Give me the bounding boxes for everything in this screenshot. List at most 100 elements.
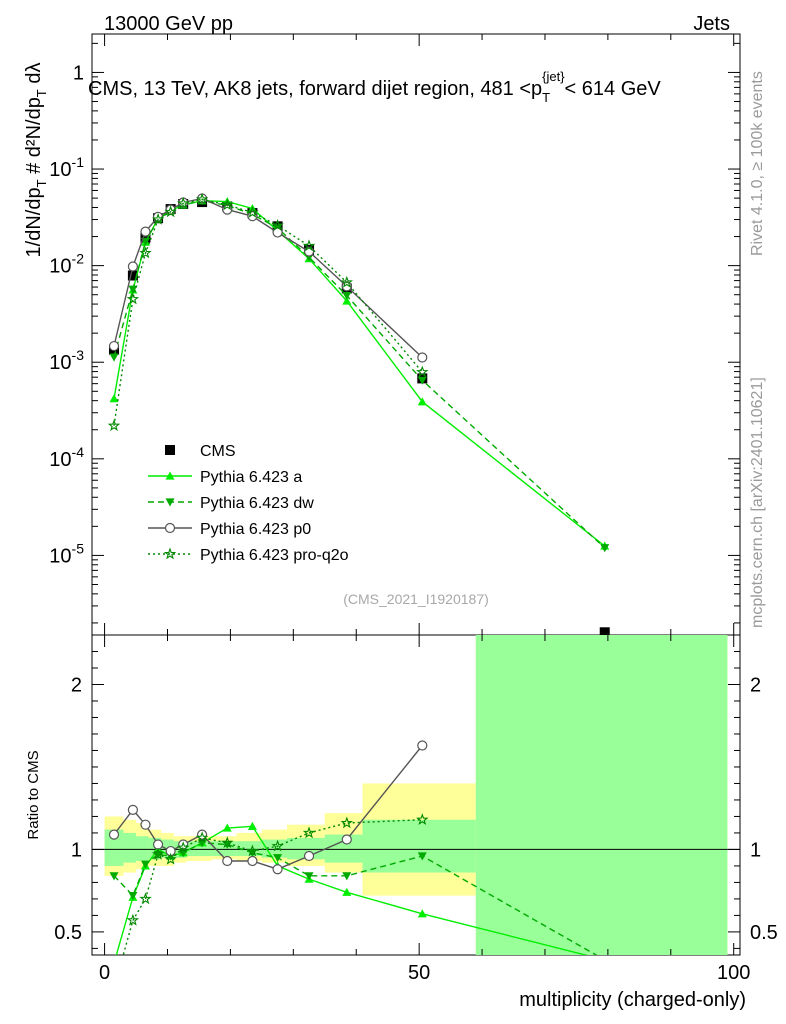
main-panel — [91, 33, 741, 636]
legend-entry: Pythia 6.423 a — [148, 469, 302, 486]
ratio-point — [247, 821, 257, 830]
mc-point — [140, 226, 151, 237]
ratio-band-inner-bin — [236, 841, 262, 857]
mc-point — [109, 394, 119, 403]
mc-point — [127, 261, 138, 272]
legend-label: Pythia 6.423 a — [200, 469, 302, 486]
ratio-point — [303, 850, 315, 862]
ratio-tick-label: 0.5 — [54, 922, 82, 944]
mc-point — [221, 198, 234, 211]
svg-text:1/dN/dpT # d²N/dpT dλ: 1/dN/dpT # d²N/dpT dλ — [23, 63, 49, 258]
ratio-point — [140, 860, 150, 869]
ratio-point — [126, 913, 140, 926]
ratio-point — [164, 852, 177, 865]
ratio-point — [127, 804, 138, 815]
series-pythia-6-423-dw — [109, 197, 610, 553]
x-tick-label: 50 — [408, 962, 430, 984]
ratio-point — [417, 740, 428, 751]
y-tick-label: 10-1 — [49, 154, 84, 181]
legend-label: Pythia 6.423 p0 — [200, 521, 311, 538]
mc-point — [107, 419, 121, 431]
mc-point — [302, 239, 316, 252]
ratio-tick-label-right: 1 — [750, 839, 761, 861]
ratio-point — [176, 841, 190, 854]
mc-point — [128, 285, 138, 294]
ratio-band-inner-bin — [136, 836, 149, 861]
mc-point — [342, 296, 352, 305]
legend-label: Pythia 6.423 dw — [200, 495, 314, 512]
ratio-line — [122, 819, 423, 955]
ratio-tick-label-right: 2 — [750, 674, 761, 696]
legend-marker — [163, 547, 177, 560]
ratio-point — [272, 864, 283, 875]
legend-entry: Pythia 6.423 pro-q2o — [148, 547, 349, 564]
ratio-point — [151, 847, 165, 860]
mc-point — [600, 544, 610, 553]
legend-entry: CMS — [165, 443, 236, 460]
ratio-point — [178, 839, 189, 850]
ratio-point — [273, 854, 283, 863]
ratio-series-pythia-6-423-pro-q2o — [109, 813, 429, 992]
ratio-uncertainty-bands — [104, 635, 728, 955]
mc-point — [164, 205, 177, 218]
ratio-point — [271, 839, 284, 852]
data-point — [127, 270, 138, 281]
ratio-point — [340, 816, 354, 829]
y-tick-label: 10-3 — [49, 347, 84, 374]
ratio-point — [304, 872, 314, 881]
legend-marker — [165, 471, 175, 480]
ratio-point — [222, 855, 233, 867]
legend-label: CMS — [200, 443, 236, 460]
ratio-point — [128, 892, 138, 901]
ratio-point — [417, 909, 427, 918]
ratio-tick-label: 1 — [71, 839, 82, 861]
legend-label: Pythia 6.423 pro-q2o — [200, 547, 349, 564]
ratio-point — [152, 839, 164, 850]
y-tick-label: 10-4 — [49, 444, 84, 471]
legend-entry: Pythia 6.423 p0 — [148, 521, 311, 538]
ratio-point — [342, 872, 352, 881]
mc-point — [109, 353, 119, 362]
ratio-point — [196, 829, 208, 840]
series-line — [113, 199, 606, 547]
ratio-point — [140, 819, 151, 830]
series-pythia-6-423-p0 — [108, 193, 428, 363]
mc-point — [417, 397, 427, 406]
chart-title: CMS, 13 TeV, AK8 jets, forward dijet reg… — [88, 69, 661, 105]
ratio-point — [247, 855, 258, 867]
ratio-band-inner-bin — [475, 635, 728, 955]
series-pythia-6-423-a — [109, 196, 610, 550]
ratio-band-inner-bin — [104, 829, 124, 866]
ratio-point — [246, 844, 259, 857]
mc-point — [126, 292, 140, 305]
ratio-point — [109, 872, 119, 881]
y-tick-label: 1 — [73, 62, 84, 84]
ratio-tick-label: 2 — [71, 674, 82, 696]
y-tick-label: 10-5 — [49, 540, 84, 567]
ratio-point — [110, 959, 119, 967]
ratio-point — [195, 831, 209, 844]
x-axis-label: multiplicity (charged-only) — [519, 989, 746, 1011]
y-axis-title: 1/dN/dpT # d²N/dpT dλ — [23, 63, 49, 258]
ratio-point — [600, 955, 609, 963]
ratio-point — [600, 956, 609, 964]
series-line — [113, 198, 423, 426]
legend-marker — [164, 522, 176, 534]
mc-point — [176, 196, 190, 209]
data-point — [599, 627, 610, 635]
mc-point — [342, 291, 352, 301]
mc-point — [195, 192, 209, 205]
ratio-point — [302, 826, 316, 839]
mc-point — [139, 246, 152, 259]
ratio-point — [139, 892, 152, 905]
ratio-point — [109, 983, 118, 992]
main-marks — [107, 192, 610, 635]
legend-marker — [165, 445, 175, 455]
mc-point — [108, 340, 120, 352]
ratio-point — [222, 823, 232, 832]
axes: 0 50 100 1 10-1 10-2 10-3 10-4 10-5 0.5 0.5 1 1 2 2 — [49, 34, 778, 984]
legend-entry: Pythia 6.423 dw — [148, 495, 314, 512]
ratio-point — [108, 829, 120, 840]
mc-point — [271, 218, 284, 231]
